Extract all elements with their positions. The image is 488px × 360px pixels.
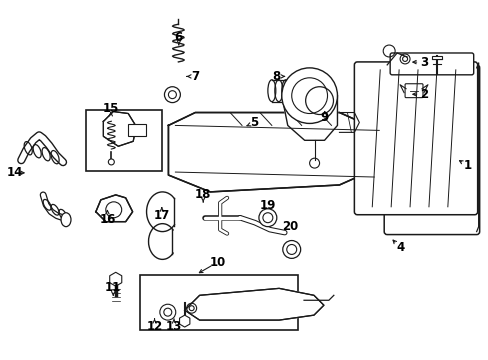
Text: 18: 18 (195, 188, 211, 201)
Text: 8: 8 (271, 70, 280, 83)
Circle shape (281, 68, 337, 123)
Text: 3: 3 (420, 55, 427, 69)
Text: 4: 4 (395, 241, 404, 255)
Polygon shape (281, 96, 337, 140)
Text: 10: 10 (209, 256, 225, 269)
Ellipse shape (61, 213, 71, 227)
Polygon shape (96, 195, 132, 222)
Text: 2: 2 (420, 88, 427, 101)
Text: 1: 1 (463, 159, 471, 172)
Text: 16: 16 (99, 213, 115, 226)
Text: 15: 15 (102, 102, 119, 115)
Bar (86, 111, 162, 171)
Polygon shape (103, 112, 136, 146)
Text: 6: 6 (174, 31, 183, 44)
Text: 9: 9 (320, 111, 328, 124)
Circle shape (160, 304, 175, 320)
FancyBboxPatch shape (389, 53, 473, 75)
Text: 20: 20 (282, 220, 298, 233)
Circle shape (258, 209, 276, 227)
Circle shape (164, 87, 180, 103)
Circle shape (263, 213, 272, 223)
Bar (140, 275, 297, 330)
Circle shape (286, 244, 296, 255)
Circle shape (291, 78, 327, 113)
FancyBboxPatch shape (354, 62, 477, 215)
FancyBboxPatch shape (384, 65, 479, 235)
Text: 11: 11 (105, 281, 121, 294)
Circle shape (108, 159, 114, 165)
Text: 7: 7 (190, 70, 199, 83)
Text: 14: 14 (7, 166, 23, 179)
Text: 19: 19 (259, 198, 275, 212)
Text: 17: 17 (153, 209, 170, 222)
Circle shape (282, 240, 300, 258)
Text: 12: 12 (146, 320, 163, 333)
Polygon shape (168, 113, 384, 192)
Bar (128, 125, 146, 136)
Circle shape (163, 308, 171, 316)
Text: 13: 13 (165, 320, 182, 333)
Polygon shape (184, 288, 323, 320)
Polygon shape (431, 56, 441, 59)
Circle shape (105, 202, 122, 218)
Text: 5: 5 (249, 116, 258, 129)
Circle shape (168, 91, 176, 99)
